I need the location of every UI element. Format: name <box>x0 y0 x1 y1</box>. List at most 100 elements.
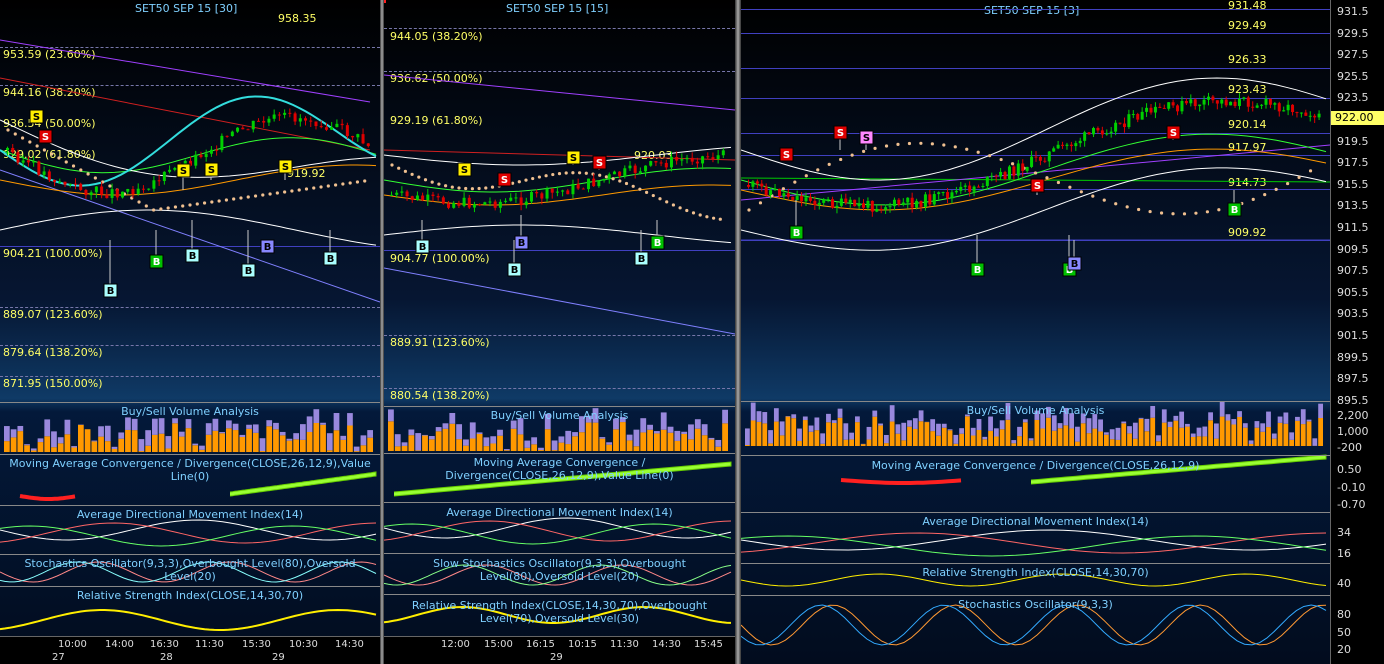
moving-average-line <box>0 137 377 174</box>
sar-dot <box>1068 185 1072 189</box>
sar-dot <box>942 143 946 147</box>
sell-signal-marker[interactable]: S <box>457 162 472 177</box>
sell-signal-marker[interactable]: S <box>592 155 607 170</box>
volume-bar <box>192 445 199 452</box>
price-axis[interactable]: 931.5929.5927.5925.5923.5921.5919.5917.5… <box>1330 0 1384 664</box>
volume-bar <box>442 423 449 429</box>
sar-dot <box>224 198 228 202</box>
volume-bar <box>388 421 394 451</box>
buy-signal-marker[interactable]: B <box>789 225 804 240</box>
buy-signal-marker[interactable]: B <box>415 239 430 254</box>
sell-signal-marker[interactable]: S <box>1166 125 1181 140</box>
volume-bar <box>1289 432 1295 440</box>
indicator-rsi-label: Relative Strength Index(CLOSE,14,30,70) <box>922 566 1149 579</box>
volume-bar <box>401 442 408 446</box>
volume-bar <box>768 443 773 446</box>
sell-signal-marker[interactable]: S <box>859 130 874 145</box>
candle-body <box>769 190 773 196</box>
sar-dot <box>698 213 702 217</box>
candle-body <box>262 120 266 123</box>
candle-body <box>981 186 985 188</box>
volume-bar <box>205 423 212 435</box>
sell-signal-marker[interactable]: S <box>38 129 53 144</box>
sar-dot <box>159 207 163 211</box>
volume-bar <box>57 437 64 444</box>
chart-pane-30min[interactable]: SET50 SEP 15 [30] 958.35 919.92 953.59 (… <box>0 0 380 664</box>
buy-signal-marker[interactable]: B <box>634 251 649 266</box>
buy-signal-marker[interactable]: B <box>1227 202 1242 217</box>
candle-body <box>1282 110 1286 112</box>
candle-body <box>1145 107 1149 112</box>
volume-bar <box>640 432 647 451</box>
candle-body <box>535 192 539 194</box>
marker-box <box>29 109 44 124</box>
sell-signal-marker[interactable]: S <box>833 125 848 140</box>
sell-signal-marker[interactable]: S <box>497 172 512 187</box>
sell-signal-marker[interactable]: S <box>29 109 44 124</box>
adx-line <box>384 517 732 539</box>
buy-signal-marker[interactable]: B <box>650 235 665 250</box>
volume-bar <box>1289 439 1295 446</box>
oscillator-line <box>0 561 377 583</box>
volume-bar <box>722 423 728 451</box>
volume-bar <box>476 433 483 451</box>
volume-bar <box>907 426 912 446</box>
adx-line <box>384 523 732 545</box>
sar-dot <box>517 180 521 184</box>
volume-bar <box>849 432 855 440</box>
candle-body <box>400 191 404 193</box>
marker-letter: B <box>264 242 272 253</box>
buy-signal-marker[interactable]: B <box>241 263 256 278</box>
chart-pane-15min[interactable]: SET50 SEP 15 [15] 920.03 944.05 (38.20%)… <box>384 0 735 664</box>
sell-signal-marker[interactable]: S <box>566 150 581 165</box>
sar-dot <box>907 141 912 146</box>
fib-line <box>0 85 380 86</box>
candle-body <box>581 188 585 190</box>
pane-splitter[interactable] <box>380 0 384 664</box>
sell-signal-marker[interactable]: S <box>176 163 191 178</box>
candle-body <box>63 181 67 185</box>
volume-axis-tick: 1,000 <box>1337 425 1369 438</box>
candle-body <box>901 202 905 205</box>
buy-signal-marker[interactable]: B <box>507 262 522 277</box>
buy-signal-marker[interactable]: B <box>1067 256 1082 271</box>
volume-bar <box>1127 433 1132 446</box>
sell-signal-marker[interactable]: S <box>1030 178 1045 193</box>
moving-average-line <box>0 164 377 196</box>
volume-bar <box>1150 405 1156 418</box>
volume-bar <box>517 434 524 451</box>
pane-splitter[interactable] <box>735 0 741 664</box>
panel-divider <box>0 402 380 403</box>
volume-bar <box>1022 422 1028 446</box>
sar-dot <box>537 175 541 179</box>
volume-bar <box>660 429 667 451</box>
volume-bar <box>959 433 965 446</box>
candle-body <box>488 201 492 203</box>
volume-bar <box>773 408 779 422</box>
sell-signal-marker[interactable]: S <box>779 147 794 162</box>
volume-bar <box>1138 418 1144 446</box>
buy-signal-marker[interactable]: B <box>185 248 200 263</box>
sell-signal-marker[interactable]: S <box>278 159 293 174</box>
buy-signal-marker[interactable]: B <box>149 254 164 269</box>
chart-pane-3min[interactable]: SET50 SEP 15 [3] 931.48 929.49 926.33 92… <box>741 0 1384 664</box>
volume-bar <box>239 437 246 452</box>
marker-letter: B <box>1231 205 1239 216</box>
buy-signal-marker[interactable]: B <box>514 235 529 250</box>
volume-bar <box>1225 420 1231 446</box>
adx-line <box>741 535 1327 557</box>
sar-dot <box>348 181 352 185</box>
volume-bar <box>1046 417 1051 446</box>
volume-bar <box>1017 426 1022 437</box>
sell-signal-marker[interactable]: S <box>204 162 219 177</box>
buy-signal-marker[interactable]: B <box>260 239 275 254</box>
volume-bar <box>544 429 551 451</box>
candle-body <box>755 181 759 184</box>
volume-bar <box>585 415 592 423</box>
buy-signal-marker[interactable]: B <box>103 283 118 298</box>
time-label: 11:30 <box>195 639 224 650</box>
buy-signal-marker[interactable]: B <box>970 262 985 277</box>
sar-dot <box>551 172 555 177</box>
marker-letter: B <box>654 238 662 249</box>
buy-signal-marker[interactable]: B <box>323 251 338 266</box>
